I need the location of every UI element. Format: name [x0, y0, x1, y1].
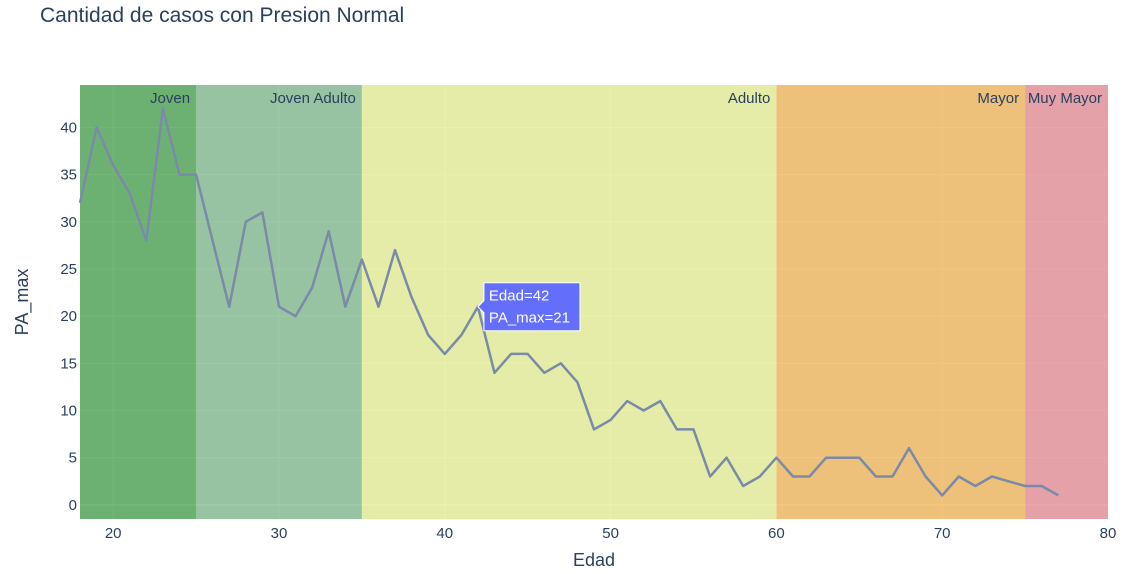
band-rect: [1025, 85, 1108, 519]
tooltip-edad: Edad=42: [489, 288, 549, 305]
hover-tooltip: Edad=42 PA_max=21: [477, 282, 581, 332]
band-rect: [80, 85, 197, 519]
band-label: Mayor: [977, 90, 1019, 107]
x-tick-label: 30: [271, 525, 288, 542]
y-tick-label: 20: [60, 308, 77, 325]
band-label: Adulto: [728, 90, 771, 107]
x-axis-ticks: 20 30 40 50 60 70 80: [105, 525, 1117, 542]
x-tick-label: 70: [934, 525, 951, 542]
x-axis-title: Edad: [573, 550, 615, 570]
y-tick-label: 0: [69, 497, 77, 514]
x-tick-label: 80: [1100, 525, 1117, 542]
y-tick-label: 5: [69, 450, 77, 467]
band-label: Joven: [150, 90, 190, 107]
x-tick-label: 50: [602, 525, 619, 542]
y-tick-label: 25: [60, 261, 77, 278]
band-rect: [776, 85, 1026, 519]
y-tick-label: 10: [60, 403, 77, 420]
y-tick-label: 35: [60, 167, 77, 184]
chart-title: Cantidad de casos con Presion Normal: [40, 4, 404, 27]
band-label: Muy Mayor: [1028, 90, 1102, 107]
band-label: Joven Adulto: [270, 90, 356, 107]
tooltip-pa-max: PA_max=21: [489, 310, 570, 327]
x-tick-label: 40: [436, 525, 453, 542]
age-bands: Joven Joven Adulto Adulto Mayor Muy Mayor: [80, 85, 1108, 519]
y-tick-label: 15: [60, 355, 77, 372]
x-tick-label: 60: [768, 525, 785, 542]
y-axis-ticks: 0 5 10 15 20 25 30 35 40: [60, 119, 77, 513]
series-line[interactable]: [78, 107, 1059, 497]
series-layer[interactable]: [78, 107, 1059, 497]
y-tick-label: 40: [60, 119, 77, 136]
tooltip-box: [477, 282, 581, 332]
y-axis-title: PA_max: [12, 269, 33, 336]
y-tick-label: 30: [60, 214, 77, 231]
x-tick-label: 20: [105, 525, 122, 542]
